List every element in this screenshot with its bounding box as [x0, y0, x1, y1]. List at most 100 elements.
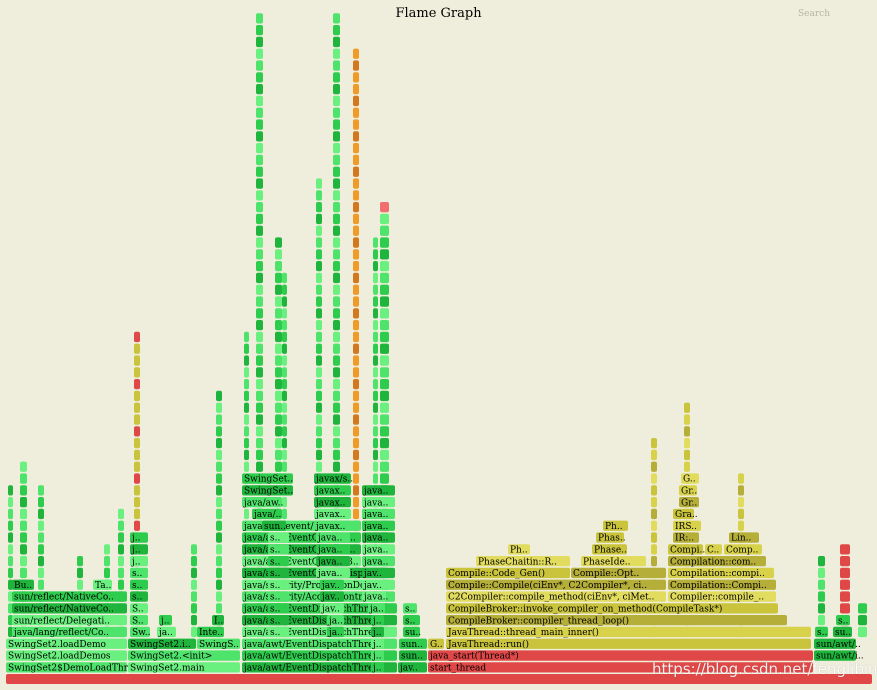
frame-cell[interactable] [244, 331, 249, 343]
frame-cell[interactable] [256, 119, 263, 130]
frame-cell[interactable] [858, 615, 867, 626]
frame-cell[interactable] [316, 402, 322, 413]
frame-cell[interactable] [216, 461, 222, 472]
frame-cell[interactable] [353, 284, 359, 295]
frame[interactable]: Bu.. [12, 579, 34, 591]
frame-cell[interactable] [282, 379, 287, 390]
frame-cell[interactable] [353, 449, 359, 461]
frame-cell[interactable] [373, 249, 378, 260]
frame-cell[interactable] [216, 579, 222, 590]
frame-cell[interactable] [244, 438, 249, 449]
frame-cell[interactable] [373, 414, 378, 425]
frame-rect[interactable] [6, 638, 127, 649]
frame[interactable]: s.. [268, 556, 289, 567]
frame-cell[interactable] [256, 48, 263, 59]
frame-cell[interactable] [256, 190, 263, 201]
frame-cell[interactable] [282, 284, 287, 295]
frame-cell[interactable] [373, 379, 378, 390]
frame-cell[interactable] [191, 615, 197, 626]
frame-cell[interactable] [216, 532, 222, 543]
frame-cell[interactable] [282, 508, 287, 520]
frame-cell[interactable] [651, 497, 657, 508]
frame[interactable]: s.. [268, 591, 289, 603]
frame-cell[interactable] [353, 508, 359, 520]
frame-cell[interactable] [282, 343, 287, 354]
frame[interactable]: Sw.. [130, 626, 151, 638]
frame-cell[interactable] [282, 461, 287, 472]
frame-rect[interactable] [668, 591, 776, 602]
frame-cell[interactable] [353, 379, 359, 390]
frame-rect[interactable] [327, 615, 344, 626]
frame-cell[interactable] [275, 284, 282, 295]
frame-cell[interactable] [316, 308, 322, 319]
frame-cell[interactable] [275, 308, 282, 319]
frame-cell[interactable] [134, 449, 140, 461]
frame-cell[interactable] [256, 343, 263, 354]
frame-rect[interactable] [362, 520, 395, 531]
frame[interactable]: su.. [833, 626, 852, 638]
frame-rect[interactable] [157, 626, 176, 638]
frame-cell[interactable] [20, 544, 27, 555]
frame-rect[interactable] [130, 567, 148, 579]
frame-cell[interactable] [380, 284, 389, 295]
frame-cell[interactable] [275, 355, 282, 366]
frame-cell[interactable] [118, 567, 124, 579]
frame-rect[interactable] [6, 662, 127, 673]
frame-rect[interactable] [130, 615, 148, 626]
frame-cell[interactable] [353, 95, 359, 107]
frame-cell[interactable] [684, 426, 690, 437]
frame-cell[interactable] [684, 461, 690, 472]
frame[interactable]: sun/reflect/NativeCo.. [12, 591, 127, 603]
frame-rect[interactable] [603, 520, 628, 531]
frame-cell[interactable] [333, 95, 340, 107]
frame[interactable]: javax.. [314, 497, 351, 508]
frame-rect[interactable] [130, 556, 148, 567]
frame-cell[interactable] [353, 343, 359, 354]
frame-cell[interactable] [134, 473, 140, 484]
frame-rect[interactable] [130, 603, 148, 614]
frame-rect[interactable] [316, 556, 350, 567]
frame-cell[interactable] [244, 461, 249, 472]
frame-cell[interactable] [373, 272, 378, 284]
frame-cell[interactable] [134, 355, 140, 366]
frame[interactable]: ja.. [368, 603, 385, 615]
frame-rect[interactable] [399, 638, 427, 649]
frame-cell[interactable] [380, 402, 389, 413]
frame-cell[interactable] [38, 485, 44, 496]
frame-cell[interactable] [134, 331, 140, 343]
frame-cell[interactable] [118, 520, 124, 531]
frame-rect[interactable] [399, 650, 427, 661]
frame-cell[interactable] [373, 355, 378, 366]
frame-cell[interactable] [134, 497, 140, 508]
frame-cell[interactable] [191, 567, 197, 579]
frame-rect[interactable] [673, 532, 699, 543]
frame-cell[interactable] [353, 131, 359, 142]
frame-cell[interactable] [256, 261, 263, 272]
frame-rect[interactable] [212, 615, 224, 626]
frame-cell[interactable] [373, 261, 378, 272]
frame[interactable]: j.. [130, 544, 148, 556]
frame[interactable]: s.. [268, 626, 289, 638]
frame-cell[interactable] [818, 567, 825, 579]
frame-cell[interactable] [216, 390, 222, 402]
frame-cell[interactable] [333, 331, 340, 343]
frame-cell[interactable] [333, 36, 340, 48]
frame-rect[interactable] [314, 508, 351, 520]
frame-rect[interactable] [268, 579, 289, 590]
frame-cell[interactable] [282, 296, 287, 307]
frame-cell[interactable] [191, 626, 197, 638]
frame-cell[interactable] [684, 402, 690, 413]
frame-cell[interactable] [380, 343, 389, 354]
frame[interactable]: ja.. [157, 626, 176, 638]
frame-cell[interactable] [333, 426, 340, 437]
frame-cell[interactable] [38, 567, 44, 579]
frame[interactable]: SwingS.. [197, 638, 240, 650]
frame-rect[interactable] [268, 591, 289, 602]
frame-cell[interactable] [840, 567, 850, 579]
frame-rect[interactable] [446, 626, 811, 638]
frame-rect[interactable] [128, 650, 240, 661]
frame-cell[interactable] [104, 544, 110, 555]
frame-cell[interactable] [840, 556, 850, 567]
frame-cell[interactable] [353, 402, 359, 413]
frame-cell[interactable] [244, 379, 249, 390]
